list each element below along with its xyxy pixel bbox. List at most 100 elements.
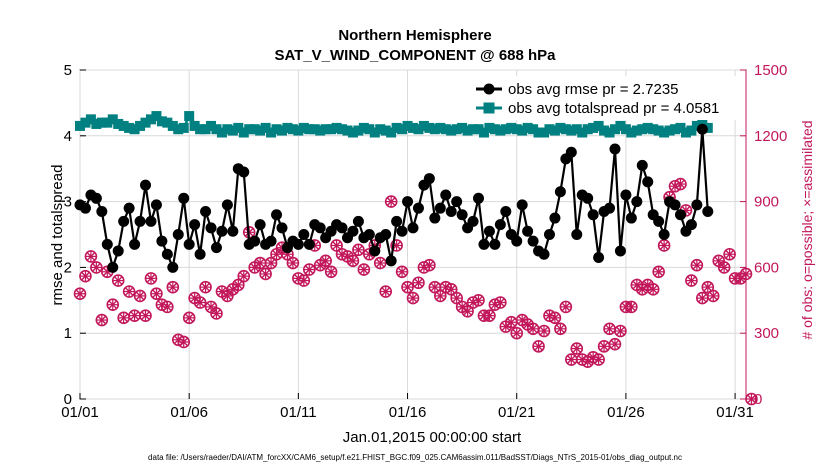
obs-count-point <box>526 322 540 336</box>
rmse-point <box>200 205 212 217</box>
y-tick-label-right: 1200 <box>754 128 787 145</box>
obs-count-point <box>657 239 671 252</box>
y-tick-label-left: 1 <box>64 325 72 342</box>
obs-count-point <box>128 309 141 322</box>
totalspread-point <box>413 124 424 135</box>
rmse-series <box>74 123 714 273</box>
obs-count-point <box>297 274 311 287</box>
totalspread-point <box>386 127 397 138</box>
rmse-point <box>565 146 577 158</box>
obs-count-point <box>286 256 300 270</box>
rmse-point <box>276 222 288 234</box>
x-tick-label: 01/11 <box>280 404 316 421</box>
obs-count-point <box>706 289 720 303</box>
rmse-point <box>303 238 315 250</box>
rmse-point <box>543 229 555 240</box>
rmse-point <box>582 192 594 204</box>
rmse-point <box>691 199 703 211</box>
totalspread-point <box>648 124 659 135</box>
totalspread-point <box>424 122 435 133</box>
totalspread-point <box>582 124 593 135</box>
totalspread-point <box>276 125 287 136</box>
rmse-point <box>352 215 364 227</box>
obs-count-point <box>696 291 709 305</box>
rmse-point <box>516 199 528 211</box>
totalspread-point <box>353 125 364 136</box>
rmse-point <box>265 235 277 247</box>
totalspread-point <box>129 124 140 135</box>
totalspread-point <box>615 120 626 131</box>
rmse-point <box>194 248 206 260</box>
totalspread-point <box>309 124 320 135</box>
obs-count-point <box>84 250 98 263</box>
totalspread-point <box>222 124 233 135</box>
obs-count-point <box>559 300 573 314</box>
chart-title-line2: SAT_V_WIND_COMPONENT @ 688 hPa <box>274 47 556 64</box>
totalspread-point <box>80 117 91 128</box>
totalspread-point <box>178 122 189 133</box>
totalspread-point <box>85 114 96 125</box>
obs-count-point <box>701 280 715 294</box>
totalspread-point <box>337 124 348 135</box>
x-tick-label: 01/26 <box>607 404 645 421</box>
rmse-point <box>380 229 392 240</box>
rmse-point <box>238 166 250 178</box>
totalspread-point <box>533 127 544 138</box>
totalspread-point <box>216 127 227 138</box>
totalspread-point <box>680 127 691 138</box>
totalspread-point <box>331 122 342 133</box>
obs-count-point <box>412 276 425 290</box>
totalspread-point <box>162 117 173 128</box>
totalspread-point <box>200 124 211 135</box>
obs-count-point <box>406 291 420 305</box>
totalspread-point <box>167 120 178 131</box>
obs-count-point <box>259 267 272 281</box>
legend-rmse-label: obs avg rmse pr = 2.7235 <box>508 81 679 98</box>
legend: obs avg rmse pr = 2.7235 obs avg totalsp… <box>470 76 740 120</box>
obs-count-point <box>210 307 223 320</box>
obs-count-point <box>117 311 130 325</box>
obs-count-point <box>384 195 398 208</box>
rmse-point <box>658 229 670 240</box>
totalspread-point <box>298 122 309 133</box>
rmse-point <box>112 245 124 257</box>
y-tick-label-right: 1500 <box>754 62 787 79</box>
obs-count-point <box>73 287 87 301</box>
obs-count-point <box>537 324 551 338</box>
totalspread-point <box>631 125 642 136</box>
totalspread-point <box>675 122 686 133</box>
rmse-point <box>631 196 643 208</box>
rmse-point <box>429 212 441 224</box>
totalspread-point <box>173 124 184 135</box>
rmse-point <box>79 202 91 214</box>
obs-count-point <box>603 322 616 336</box>
totalspread-point <box>320 124 331 135</box>
rmse-point <box>129 238 141 250</box>
rmse-point <box>167 261 179 273</box>
totalspread-point <box>118 120 129 131</box>
obs-count-series <box>73 177 758 406</box>
totalspread-point <box>124 122 135 133</box>
totalspread-point <box>380 125 391 136</box>
rmse-point <box>653 215 665 227</box>
obs-count-point <box>483 309 496 322</box>
rmse-point <box>396 225 408 237</box>
totalspread-point <box>408 122 418 133</box>
rmse-point <box>216 225 228 237</box>
totalspread-point <box>637 124 648 135</box>
rmse-point <box>669 199 681 211</box>
x-tick-label: 01/01 <box>61 404 99 421</box>
totalspread-point <box>233 122 244 133</box>
totalspread-point <box>107 114 118 125</box>
rmse-point <box>456 209 468 221</box>
obs-count-point <box>646 283 660 296</box>
totalspread-point <box>140 117 151 128</box>
rmse-point <box>696 123 708 135</box>
obs-count-point <box>444 283 458 296</box>
obs-count-point <box>428 280 442 294</box>
obs-count-point <box>346 254 360 268</box>
rmse-point <box>685 219 697 231</box>
totalspread-point <box>468 124 479 135</box>
obs-count-point <box>161 300 174 314</box>
